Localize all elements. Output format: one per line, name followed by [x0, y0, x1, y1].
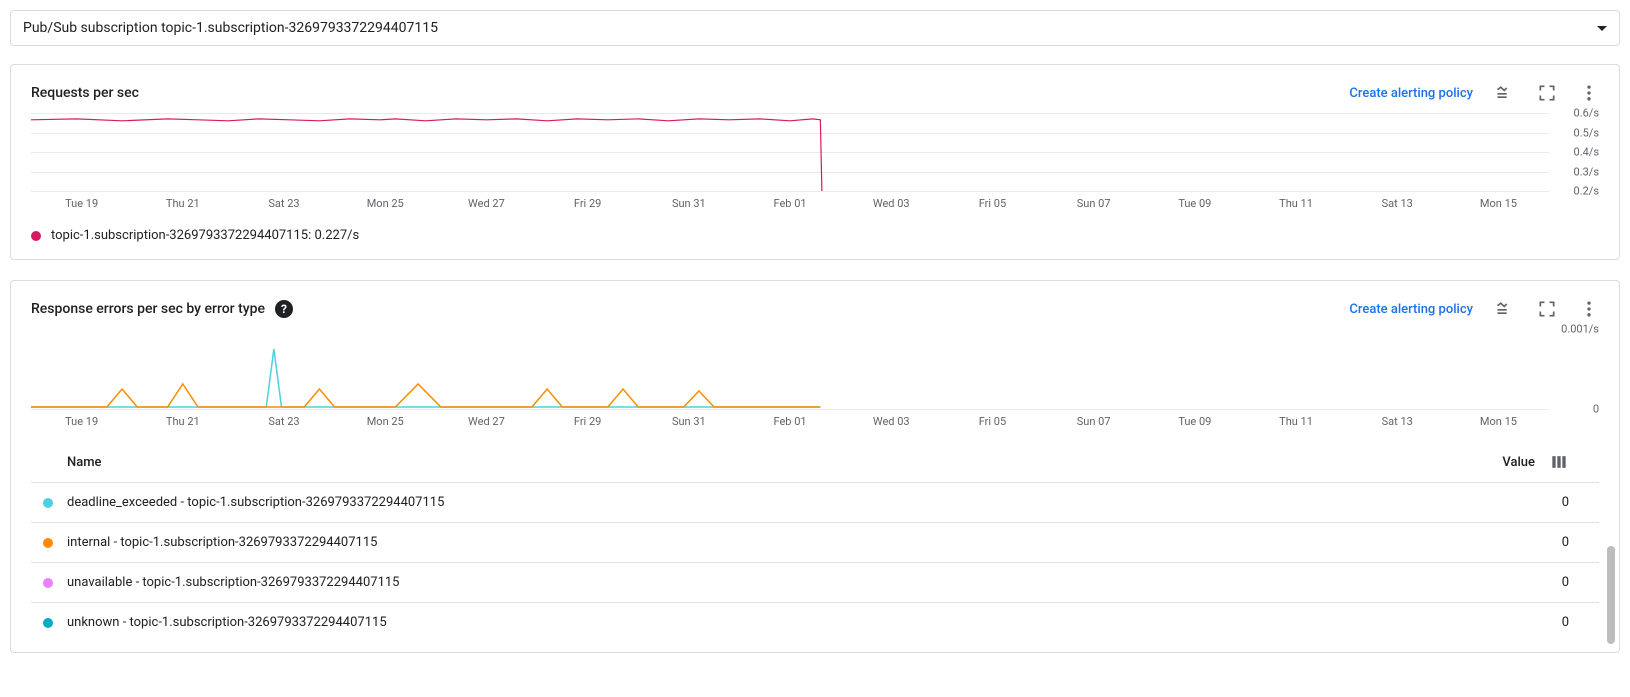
x-tick-label: Mon 15 — [1448, 197, 1549, 210]
x-tick-label: Wed 03 — [841, 197, 942, 210]
card-title: Response errors per sec by error type — [31, 301, 265, 317]
legend-table-row[interactable]: unknown - topic-1.subscription-326979337… — [31, 603, 1599, 642]
y-tick-label: 0.2/s — [1574, 185, 1599, 198]
chart-plot-area — [31, 113, 1549, 191]
x-tick-label: Feb 01 — [739, 415, 840, 428]
x-tick-label: Sat 13 — [1347, 415, 1448, 428]
chart-series-group — [31, 329, 1549, 409]
legend-table: Name Value deadline_exceeded - topic-1.s… — [31, 442, 1599, 642]
x-tick-label: Mon 15 — [1448, 415, 1549, 428]
series-color-dot — [43, 538, 53, 548]
grid-line — [31, 191, 1549, 192]
legend-toggle-icon[interactable] — [1495, 83, 1515, 103]
y-tick-label: 0.3/s — [1574, 165, 1599, 178]
chart-legend-row: topic-1.subscription-3269793372294407115… — [31, 228, 1599, 249]
chart-plot-area — [31, 329, 1549, 409]
chart-y-axis: 0.001/s0 — [1549, 329, 1599, 409]
legend-row-name: unavailable - topic-1.subscription-32697… — [67, 575, 400, 590]
more-options-icon[interactable] — [1579, 83, 1599, 103]
response-errors-card: Response errors per sec by error type ? … — [10, 280, 1620, 653]
x-tick-label: Feb 01 — [739, 197, 840, 210]
fullscreen-icon[interactable] — [1537, 299, 1557, 319]
series-color-dot — [43, 618, 53, 628]
card-title: Requests per sec — [31, 85, 139, 101]
y-tick-label: 0.6/s — [1574, 107, 1599, 120]
more-options-icon[interactable] — [1579, 299, 1599, 319]
help-icon[interactable]: ? — [275, 300, 293, 318]
y-tick-label: 0.5/s — [1574, 126, 1599, 139]
series-color-dot — [31, 231, 41, 241]
x-tick-label: Thu 21 — [132, 197, 233, 210]
x-tick-label: Sun 31 — [638, 415, 739, 428]
chart-x-axis: Tue 19Thu 21Sat 23Mon 25Wed 27Fri 29Sun … — [31, 197, 1599, 210]
requests-chart: 0.6/s0.5/s0.4/s0.3/s0.2/s Tue 19Thu 21Sa… — [31, 113, 1599, 210]
resource-selector-label: Pub/Sub subscription topic-1.subscriptio… — [23, 20, 438, 36]
column-header-name: Name — [67, 455, 102, 470]
fullscreen-icon[interactable] — [1537, 83, 1557, 103]
chart-x-axis: Tue 19Thu 21Sat 23Mon 25Wed 27Fri 29Sun … — [31, 415, 1599, 428]
legend-table-row[interactable]: internal - topic-1.subscription-32697933… — [31, 523, 1599, 563]
y-tick-label: 0.4/s — [1574, 146, 1599, 159]
x-tick-label: Sun 07 — [1043, 197, 1144, 210]
x-tick-label: Mon 25 — [335, 415, 436, 428]
x-tick-label: Fri 05 — [942, 197, 1043, 210]
y-tick-label: 0 — [1593, 403, 1599, 416]
column-header-value: Value — [1502, 455, 1535, 470]
legend-toggle-icon[interactable] — [1495, 299, 1515, 319]
x-tick-label: Sun 07 — [1043, 415, 1144, 428]
x-tick-label: Sat 23 — [233, 415, 334, 428]
x-tick-label: Sat 13 — [1347, 197, 1448, 210]
grid-line — [31, 409, 1549, 410]
x-tick-label: Fri 05 — [942, 415, 1043, 428]
legend-row-name: deadline_exceeded - topic-1.subscription… — [67, 495, 444, 510]
create-alerting-policy-link[interactable]: Create alerting policy — [1349, 86, 1473, 101]
legend-row-name: internal - topic-1.subscription-32697933… — [67, 535, 377, 550]
y-tick-label: 0.001/s — [1561, 323, 1599, 336]
x-tick-label: Wed 03 — [841, 415, 942, 428]
x-tick-label: Fri 29 — [537, 197, 638, 210]
x-tick-label: Thu 21 — [132, 415, 233, 428]
series-color-dot — [43, 498, 53, 508]
legend-row-name: unknown - topic-1.subscription-326979337… — [67, 615, 387, 630]
x-tick-label: Thu 11 — [1245, 197, 1346, 210]
series-color-dot — [43, 578, 53, 588]
errors-chart: 0.001/s0 Tue 19Thu 21Sat 23Mon 25Wed 27F… — [31, 329, 1599, 428]
legend-row-value: 0 — [1562, 575, 1569, 590]
columns-icon[interactable] — [1549, 452, 1569, 472]
legend-row-value: 0 — [1562, 535, 1569, 550]
legend-row-value: 0 — [1562, 495, 1569, 510]
x-tick-label: Tue 19 — [31, 197, 132, 210]
legend-table-header: Name Value — [31, 442, 1599, 483]
chart-y-axis: 0.6/s0.5/s0.4/s0.3/s0.2/s — [1549, 113, 1599, 191]
x-tick-label: Sun 31 — [638, 197, 739, 210]
scrollbar-indicator[interactable] — [1607, 546, 1615, 644]
x-tick-label: Tue 09 — [1144, 415, 1245, 428]
legend-row-value: 0 — [1562, 615, 1569, 630]
x-tick-label: Fri 29 — [537, 415, 638, 428]
x-tick-label: Wed 27 — [436, 197, 537, 210]
requests-per-sec-card: Requests per sec Create alerting policy … — [10, 64, 1620, 260]
legend-text: topic-1.subscription-3269793372294407115… — [51, 228, 359, 243]
chevron-down-icon — [1597, 26, 1607, 31]
card-header: Requests per sec Create alerting policy — [31, 83, 1599, 103]
x-tick-label: Thu 11 — [1245, 415, 1346, 428]
x-tick-label: Wed 27 — [436, 415, 537, 428]
resource-selector-dropdown[interactable]: Pub/Sub subscription topic-1.subscriptio… — [10, 10, 1620, 46]
x-tick-label: Sat 23 — [233, 197, 334, 210]
x-tick-label: Tue 19 — [31, 415, 132, 428]
create-alerting-policy-link[interactable]: Create alerting policy — [1349, 302, 1473, 317]
x-tick-label: Mon 25 — [335, 197, 436, 210]
legend-table-row[interactable]: deadline_exceeded - topic-1.subscription… — [31, 483, 1599, 523]
chart-series-line — [31, 113, 1549, 191]
legend-table-row[interactable]: unavailable - topic-1.subscription-32697… — [31, 563, 1599, 603]
card-header: Response errors per sec by error type ? … — [31, 299, 1599, 319]
x-tick-label: Tue 09 — [1144, 197, 1245, 210]
